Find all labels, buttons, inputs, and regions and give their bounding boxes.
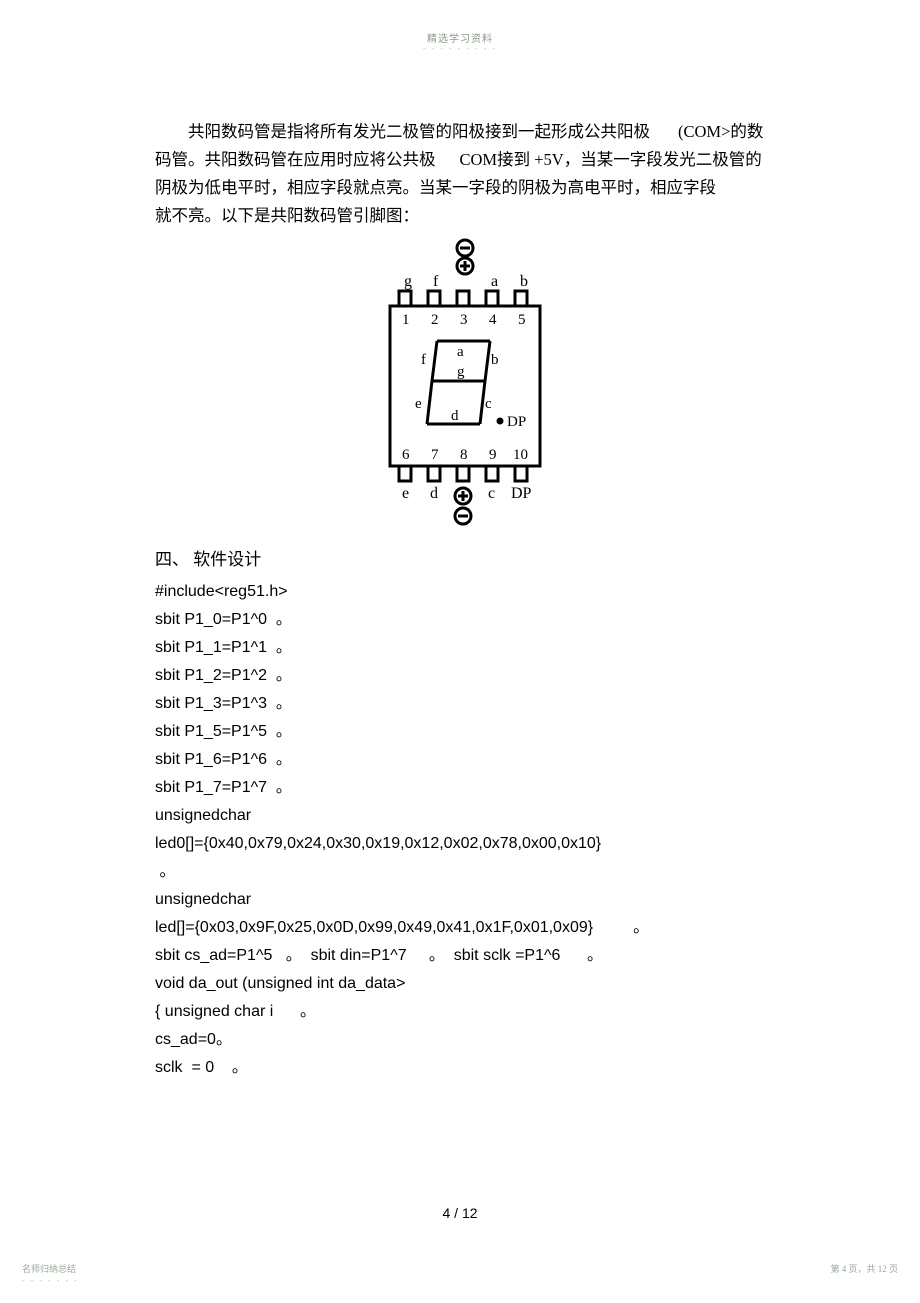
code-line: unsignedchar — [155, 802, 775, 830]
code-line: sbit cs_ad=P1^5 。 sbit din=P1^7 。 sbit s… — [155, 942, 775, 970]
pin-number: 6 — [402, 447, 410, 463]
seg-label: b — [491, 352, 499, 368]
paragraph-line-3: 阴极为低电平时，相应字段就点亮。当某一字段的阴极为高电平时，相应字段 — [155, 174, 775, 202]
para-text: COM接到 +5V， — [460, 150, 581, 169]
code-line: sbit P1_7=P1^7 。 — [155, 774, 775, 802]
para-text: 当某一字段发光二极管的 — [580, 150, 762, 169]
pin-label: b — [520, 273, 528, 290]
code-line: led[]={0x03,0x9F,0x25,0x0D,0x99,0x49,0x4… — [155, 914, 775, 942]
pin-label: f — [433, 273, 439, 290]
pin-number: 1 — [402, 312, 410, 328]
pin-number: 2 — [431, 312, 439, 328]
pin-label: e — [402, 485, 409, 502]
pin-label: d — [430, 485, 438, 502]
paragraph-line-1: 共阳数码管是指将所有发光二极管的阳极接到一起形成公共阳极 (COM>的数 — [155, 118, 775, 146]
code-line: { unsigned char i 。 — [155, 998, 775, 1026]
footer-left-dashes: - - - - - - - — [22, 1276, 79, 1285]
paragraph-line-2: 码管。共阳数码管在应用时应将公共极 COM接到 +5V，当某一字段发光二极管的 — [155, 146, 775, 174]
pin-number: 9 — [489, 447, 497, 463]
pin-number: 3 — [460, 312, 468, 328]
pin-label: g — [404, 273, 412, 290]
page-number: 4 / 12 — [0, 1205, 920, 1221]
code-line: sbit P1_3=P1^3 。 — [155, 690, 775, 718]
pin-number: 10 — [513, 447, 528, 463]
pin-number: 8 — [460, 447, 468, 463]
pin-label: a — [491, 273, 498, 290]
seg-label: DP — [507, 414, 526, 430]
pin-number: 7 — [431, 447, 439, 463]
code-line: sbit P1_1=P1^1 。 — [155, 634, 775, 662]
code-line: unsignedchar — [155, 886, 775, 914]
paragraph-line-4: 就不亮。以下是共阳数码管引脚图： — [155, 202, 775, 230]
page-content: 共阳数码管是指将所有发光二极管的阳极接到一起形成公共阳极 (COM>的数 码管。共… — [155, 118, 775, 1082]
code-line: void da_out (unsigned int da_data> — [155, 970, 775, 998]
seven-segment-pinout-diagram: g f a b 1 2 3 4 5 — [375, 236, 555, 536]
seg-label: a — [457, 344, 464, 360]
seg-label: c — [485, 396, 492, 412]
para-text: 码管。共阳数码管在应用时应将公共极 — [155, 150, 436, 169]
header-dashes: - - - - - - - - - — [0, 44, 920, 53]
code-line: 。 — [155, 858, 775, 886]
code-line: sbit P1_6=P1^6 。 — [155, 746, 775, 774]
seg-label: e — [415, 396, 422, 412]
para-text: 共阳数码管是指将所有发光二极管的阳极接到一起形成公共阳极 — [188, 122, 650, 141]
code-line: #include<reg51.h> — [155, 578, 775, 606]
pin-label: c — [488, 485, 495, 502]
seg-label: d — [451, 408, 459, 424]
code-line: sbit P1_5=P1^5 。 — [155, 718, 775, 746]
code-line: sbit P1_2=P1^2 。 — [155, 662, 775, 690]
code-line: sclk = 0 。 — [155, 1054, 775, 1082]
code-line: cs_ad=0。 — [155, 1026, 775, 1054]
seg-label: g — [457, 364, 465, 380]
footer-left: 名师归纳总结 — [22, 1262, 76, 1275]
code-line: sbit P1_0=P1^0 。 — [155, 606, 775, 634]
pin-label: DP — [511, 485, 532, 502]
pin-number: 4 — [489, 312, 497, 328]
footer-right: 第 4 页，共 12 页 — [830, 1262, 898, 1275]
code-line: led0[]={0x40,0x79,0x24,0x30,0x19,0x12,0x… — [155, 830, 775, 858]
pin-number: 5 — [518, 312, 526, 328]
para-text: (COM>的数 — [678, 122, 763, 141]
diagram-container: g f a b 1 2 3 4 5 — [155, 236, 775, 536]
header-title: 精选学习资料 — [0, 30, 920, 45]
seg-label: f — [421, 352, 426, 368]
section-title: 四、 软件设计 — [155, 546, 775, 574]
